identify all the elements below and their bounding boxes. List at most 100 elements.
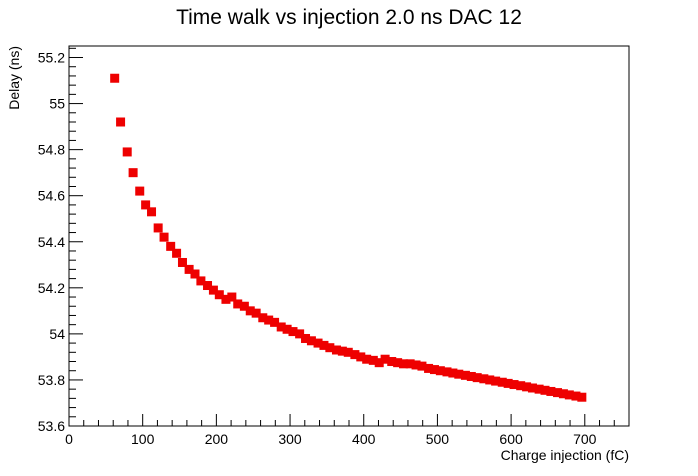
data-point bbox=[343, 347, 353, 357]
data-point bbox=[147, 207, 157, 217]
x-tick-label: 300 bbox=[278, 431, 302, 447]
data-point bbox=[282, 324, 292, 334]
data-point bbox=[190, 269, 200, 279]
data-point bbox=[387, 357, 397, 367]
data-point bbox=[527, 383, 537, 393]
data-point bbox=[270, 317, 280, 327]
data-point bbox=[411, 360, 421, 370]
data-point bbox=[393, 358, 403, 368]
data-point bbox=[491, 376, 501, 386]
y-tick-label: 54.4 bbox=[38, 234, 65, 250]
data-point bbox=[214, 290, 224, 300]
data-point bbox=[485, 375, 495, 385]
data-point bbox=[540, 385, 550, 395]
data-point bbox=[380, 354, 390, 364]
data-point bbox=[116, 117, 126, 127]
y-tick-label: 54 bbox=[49, 326, 65, 342]
data-point bbox=[325, 343, 335, 353]
data-point bbox=[135, 186, 145, 196]
data-point bbox=[258, 313, 268, 323]
data-point bbox=[306, 336, 316, 346]
y-tick-label: 53.6 bbox=[38, 418, 65, 434]
data-point bbox=[172, 248, 182, 258]
data-point bbox=[356, 352, 366, 362]
data-point bbox=[362, 354, 372, 364]
data-point bbox=[399, 359, 409, 369]
data-point bbox=[227, 292, 237, 302]
data-point bbox=[276, 322, 286, 332]
y-tick-label: 53.8 bbox=[38, 372, 65, 388]
data-point bbox=[331, 345, 341, 355]
x-axis: 0 100 200 300 400 500 600 700 bbox=[65, 414, 630, 447]
data-point bbox=[184, 264, 194, 274]
y-axis-label: Delay (ns) bbox=[6, 46, 22, 110]
x-tick-label: 100 bbox=[131, 431, 155, 447]
data-point bbox=[288, 327, 298, 337]
data-markers bbox=[110, 73, 587, 402]
data-point bbox=[571, 391, 581, 401]
data-point bbox=[110, 73, 120, 83]
data-point bbox=[417, 361, 427, 371]
data-point bbox=[264, 315, 274, 325]
data-point bbox=[177, 257, 187, 267]
data-point bbox=[313, 338, 323, 348]
y-tick-label: 55 bbox=[49, 96, 65, 112]
data-point bbox=[319, 340, 329, 350]
y-tick-label: 54.6 bbox=[38, 188, 65, 204]
data-point bbox=[159, 232, 169, 242]
data-point bbox=[122, 147, 132, 157]
x-tick-label: 400 bbox=[352, 431, 376, 447]
y-tick-label: 54.8 bbox=[38, 142, 65, 158]
x-tick-label: 600 bbox=[499, 431, 523, 447]
data-point bbox=[534, 384, 544, 394]
data-point bbox=[301, 333, 311, 343]
data-point bbox=[128, 168, 138, 178]
data-point bbox=[295, 329, 305, 339]
data-point bbox=[564, 390, 574, 400]
data-point bbox=[208, 285, 218, 295]
data-point bbox=[503, 378, 513, 388]
data-point bbox=[558, 389, 568, 399]
data-point bbox=[442, 367, 452, 377]
x-tick-label: 200 bbox=[205, 431, 229, 447]
chart-title: Time walk vs injection 2.0 ns DAC 12 bbox=[176, 6, 522, 29]
y-tick-label: 54.2 bbox=[38, 280, 65, 296]
data-point bbox=[516, 381, 526, 391]
data-point bbox=[466, 371, 476, 381]
data-point bbox=[577, 392, 587, 402]
data-point bbox=[239, 301, 249, 311]
data-point bbox=[429, 365, 439, 375]
data-point bbox=[233, 299, 243, 309]
data-point bbox=[368, 355, 378, 365]
y-tick-label: 55.2 bbox=[38, 50, 65, 66]
data-point bbox=[460, 370, 470, 380]
data-point bbox=[472, 373, 482, 383]
data-point bbox=[203, 281, 213, 291]
x-tick-label: 700 bbox=[573, 431, 597, 447]
data-point bbox=[337, 346, 347, 356]
data-point bbox=[374, 358, 384, 368]
data-point bbox=[435, 366, 445, 376]
x-tick-label: 0 bbox=[65, 431, 73, 447]
data-point bbox=[479, 374, 489, 384]
data-point bbox=[245, 306, 255, 316]
data-point bbox=[405, 359, 415, 369]
y-axis: 53.6 53.8 54 54.2 54.4 54.6 54.8 55 55.2 bbox=[38, 47, 83, 434]
data-point bbox=[196, 276, 206, 286]
data-point bbox=[350, 350, 360, 360]
x-axis-label: Charge injection (fC) bbox=[501, 447, 629, 463]
data-point bbox=[251, 308, 261, 318]
x-tick-label: 500 bbox=[426, 431, 450, 447]
data-point bbox=[221, 294, 231, 304]
data-point bbox=[448, 368, 458, 378]
data-point bbox=[153, 223, 163, 233]
data-point bbox=[497, 377, 507, 387]
data-point bbox=[166, 241, 176, 251]
data-point bbox=[424, 363, 434, 373]
data-point bbox=[454, 369, 464, 379]
data-point bbox=[141, 200, 151, 210]
data-point bbox=[522, 382, 532, 392]
data-point bbox=[546, 386, 556, 396]
plot-frame bbox=[68, 45, 630, 427]
